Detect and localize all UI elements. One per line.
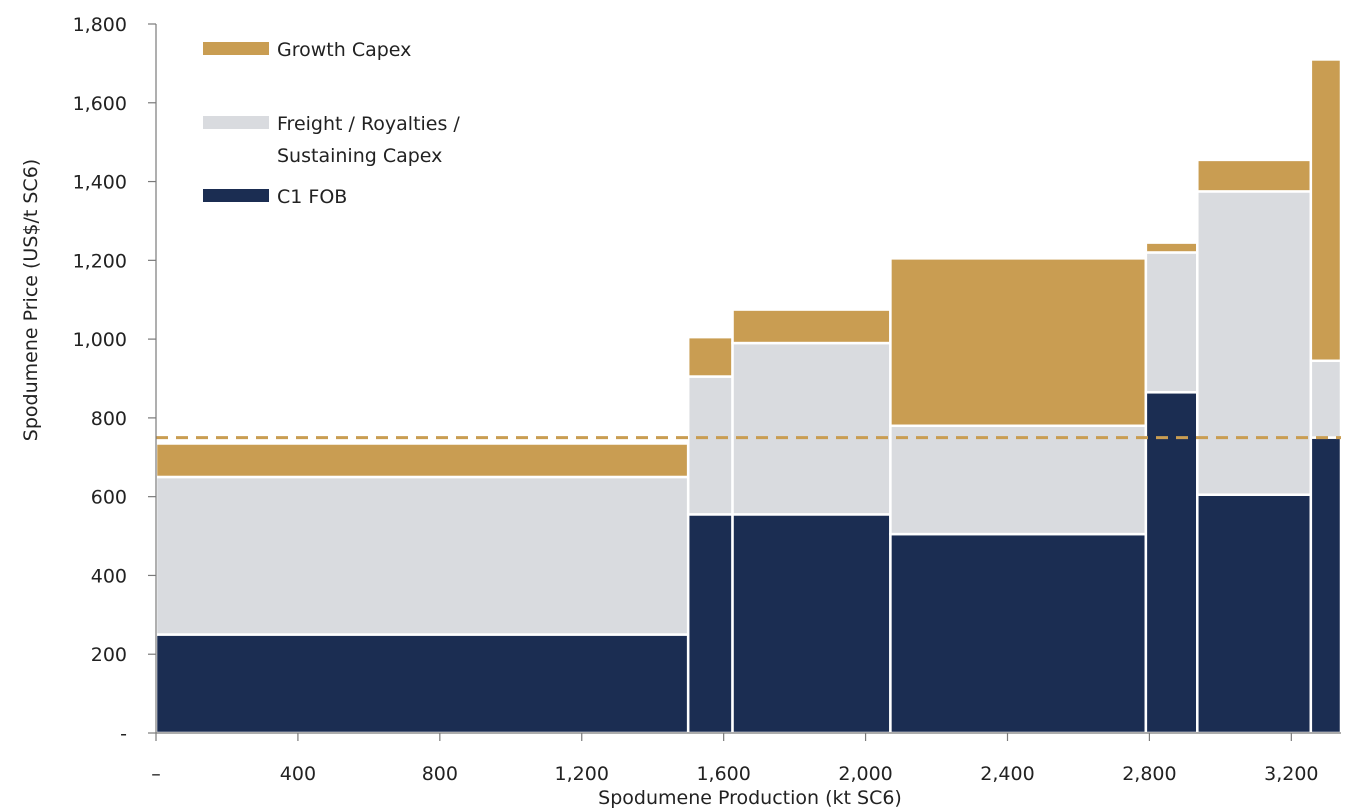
- legend-label: C1 FOB: [277, 186, 347, 208]
- bar-1-freight-royalties-sustaining: [154, 475, 690, 636]
- y-tick-label: 1,600: [73, 93, 127, 115]
- y-tick-label: -: [120, 723, 127, 745]
- y-tick-label: 200: [91, 644, 127, 666]
- y-tick-label: 1,400: [73, 172, 127, 194]
- y-tick-label: 1,000: [73, 329, 127, 351]
- y-tick-label: 800: [91, 408, 127, 430]
- bar-3-growth-capex: [731, 308, 892, 345]
- bar-6-freight-royalties-sustaining: [1196, 190, 1313, 496]
- bar-1-growth-capex: [154, 442, 690, 479]
- bar-5-c1-fob: [1144, 391, 1199, 735]
- bar-7-freight-royalties-sustaining: [1309, 359, 1343, 439]
- y-tick-label: 1,200: [73, 250, 127, 272]
- x-tick-label: 800: [422, 763, 458, 785]
- legend-swatch: [203, 42, 269, 55]
- legend: Growth Capex Freight / Royalties / Sustain…: [203, 39, 460, 208]
- bar-2-freight-royalties-sustaining: [686, 375, 734, 516]
- bar-7-growth-capex: [1309, 58, 1343, 363]
- bar-4-growth-capex: [889, 257, 1148, 428]
- bar-1-c1-fob: [154, 633, 690, 735]
- bar-3-c1-fob: [731, 513, 892, 735]
- bar-2-growth-capex: [686, 335, 734, 378]
- axes-layer: [155, 24, 1341, 734]
- bar-5-freight-royalties-sustaining: [1144, 251, 1199, 394]
- x-tick-label: 1,600: [696, 763, 750, 785]
- bars-layer: [154, 58, 1343, 735]
- x-tick-label: 3,200: [1264, 763, 1318, 785]
- bar-4-c1-fob: [889, 532, 1148, 735]
- legend-label: Freight / Royalties /: [277, 113, 460, 135]
- y-tick-label: 600: [91, 487, 127, 509]
- x-tick-label: 1,200: [555, 763, 609, 785]
- bar-3-freight-royalties-sustaining: [731, 341, 892, 516]
- bar-7-c1-fob: [1309, 436, 1343, 735]
- x-tick-label: 2,800: [1122, 763, 1176, 785]
- bar-2-c1-fob: [686, 513, 734, 735]
- bar-6-c1-fob: [1196, 493, 1313, 735]
- legend-swatch: [203, 189, 269, 202]
- x-tick-label: 2,400: [980, 763, 1034, 785]
- legend-swatch: [203, 116, 269, 129]
- tick-labels-layer: - 200 400 600 800 1,000 1,200 1,400 1,600 1,800 – 4…: [73, 14, 1319, 785]
- y-tick-label: 1,800: [73, 14, 127, 36]
- y-tick-label: 400: [91, 565, 127, 587]
- bar-5-growth-capex: [1144, 241, 1199, 254]
- x-tick-label: –: [151, 763, 161, 785]
- bar-4-freight-royalties-sustaining: [889, 424, 1148, 536]
- y-axis-title: Spodumene Price (US$/t SC6): [20, 159, 42, 441]
- x-tick-label: 2,000: [838, 763, 892, 785]
- legend-label: Growth Capex: [277, 39, 411, 61]
- x-tick-label: 400: [280, 763, 316, 785]
- bar-6-growth-capex: [1196, 158, 1313, 193]
- legend-label: Sustaining Capex: [277, 145, 442, 167]
- x-axis-title: Spodumene Production (kt SC6): [598, 787, 902, 809]
